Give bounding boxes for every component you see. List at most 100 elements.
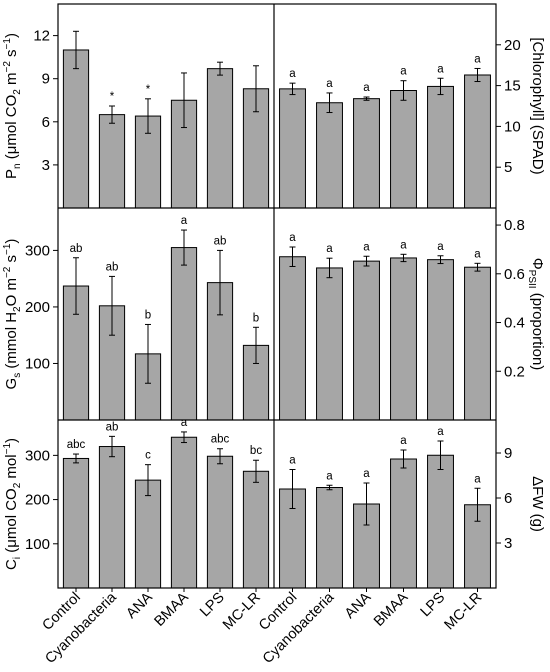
significance-label: a bbox=[437, 241, 444, 253]
error-bar bbox=[73, 257, 79, 315]
bar-mc-lr bbox=[464, 266, 491, 421]
y-tick-label: 3 bbox=[504, 535, 512, 552]
bar-control bbox=[62, 457, 90, 589]
significance-label: a bbox=[400, 239, 407, 251]
error-bar bbox=[363, 482, 370, 526]
error-bar bbox=[363, 255, 370, 267]
y-tick-label: 6 bbox=[504, 490, 512, 507]
error-bar bbox=[145, 323, 151, 384]
bar-lps bbox=[427, 85, 454, 209]
y-tick-label: 10 bbox=[504, 118, 521, 135]
significance-label: a bbox=[474, 53, 481, 65]
y-tick-label: 0.2 bbox=[504, 363, 525, 380]
bar-lps bbox=[427, 454, 454, 589]
y-tick-label: 300 bbox=[25, 242, 50, 259]
y-tick-label: 20 bbox=[504, 37, 521, 54]
significance-label: bc bbox=[250, 445, 262, 457]
y-tick-label: 3 bbox=[42, 157, 50, 174]
bar-cyanobacteria bbox=[98, 446, 126, 589]
error-bar bbox=[326, 92, 333, 114]
significance-label: c bbox=[145, 450, 151, 462]
panel-2: a a a a a a 5 10 15 20 [Chlorophyll] (SPAD) bbox=[279, 37, 546, 209]
y-tick-label: 15 bbox=[504, 78, 521, 95]
error-bar bbox=[400, 253, 407, 263]
bar-bmaa bbox=[390, 90, 417, 209]
bar-lps bbox=[427, 259, 454, 421]
x-tick-label: ANA bbox=[342, 589, 375, 622]
significance-label: b bbox=[253, 312, 259, 324]
bar-cyanobacteria bbox=[316, 102, 343, 209]
significance-label: a bbox=[326, 470, 333, 482]
significance-label: a bbox=[474, 473, 481, 485]
y-tick-label: 0.6 bbox=[504, 266, 525, 283]
significance-label: a bbox=[326, 78, 333, 90]
error-bar bbox=[400, 449, 407, 469]
error-bar bbox=[289, 469, 296, 509]
y-tick-label: 9 bbox=[42, 71, 50, 88]
error-bar bbox=[109, 435, 115, 458]
error-bar bbox=[474, 487, 481, 522]
significance-label: a bbox=[437, 426, 444, 438]
y-axis-title: Ci (μmol CO2 mol−1) bbox=[2, 438, 23, 570]
error-bar bbox=[253, 326, 259, 364]
error-bar bbox=[437, 77, 444, 96]
y-tick-label: 9 bbox=[504, 445, 512, 462]
bar-lps bbox=[206, 455, 234, 589]
error-bar bbox=[437, 255, 444, 265]
bar-mc-lr bbox=[464, 74, 491, 209]
y-tick-label: 6 bbox=[42, 114, 50, 131]
significance-label: ab bbox=[106, 421, 119, 433]
error-bar bbox=[289, 82, 296, 96]
error-bar bbox=[474, 262, 481, 272]
bar-ana bbox=[353, 260, 380, 421]
x-tick-label: BMAA bbox=[151, 589, 192, 630]
y-tick-label: 200 bbox=[25, 492, 50, 509]
y-axis-title: Pn (μmol CO2 m−2 s−1) bbox=[2, 33, 23, 179]
y-axis-title: ΔFW (g) bbox=[529, 476, 546, 532]
bar-control bbox=[279, 256, 306, 421]
significance-label: a bbox=[181, 417, 188, 429]
x-tick-label: MC-LR bbox=[220, 590, 264, 634]
significance-label: a bbox=[363, 241, 370, 253]
significance-label: ab bbox=[214, 235, 227, 247]
error-bar bbox=[363, 96, 370, 101]
x-tick-label: MC-LR bbox=[442, 590, 486, 634]
y-tick-label: 200 bbox=[25, 299, 50, 316]
significance-label: a bbox=[400, 66, 407, 78]
error-bar bbox=[181, 431, 187, 444]
panel-1: * * 3 6 9 12 Pn (μmol CO2 m−2 s−1) bbox=[2, 28, 270, 209]
x-tick-label: ANA bbox=[123, 589, 156, 622]
error-bar bbox=[145, 464, 151, 497]
significance-label: ab bbox=[106, 261, 119, 273]
error-bar bbox=[181, 229, 187, 266]
y-tick-label: 0.4 bbox=[504, 315, 525, 332]
bar-control bbox=[279, 88, 306, 209]
error-bar bbox=[217, 61, 223, 76]
significance-label: abc bbox=[67, 439, 86, 451]
x-tick-label: BMAA bbox=[371, 589, 412, 630]
error-bar bbox=[181, 72, 187, 129]
error-bar bbox=[217, 249, 223, 316]
y-tick-label: 12 bbox=[33, 28, 50, 45]
significance-label: a bbox=[181, 215, 188, 227]
significance-label: ab bbox=[70, 243, 83, 255]
x-tick-label: LPS bbox=[418, 590, 449, 621]
bar-bmaa bbox=[170, 247, 198, 421]
significance-label: a bbox=[474, 248, 481, 260]
panel-4: a a a a a a 0.2 0.4 0.6 0.8 ΦPSII (proportion) bbox=[279, 217, 546, 421]
x-tick-label: LPS bbox=[197, 590, 228, 621]
bar-cyanobacteria bbox=[316, 267, 343, 421]
error-bar bbox=[217, 448, 223, 465]
significance-label: b bbox=[145, 309, 151, 321]
error-bar bbox=[109, 275, 115, 336]
y-tick-label: 0.8 bbox=[504, 217, 525, 234]
bar-ana bbox=[134, 479, 162, 589]
bar-lps bbox=[206, 68, 234, 209]
significance-label: a bbox=[400, 435, 407, 447]
significance-label: a bbox=[289, 68, 296, 80]
significance-label: a bbox=[363, 82, 370, 94]
y-tick-label: 300 bbox=[25, 447, 50, 464]
error-bar bbox=[289, 246, 296, 267]
